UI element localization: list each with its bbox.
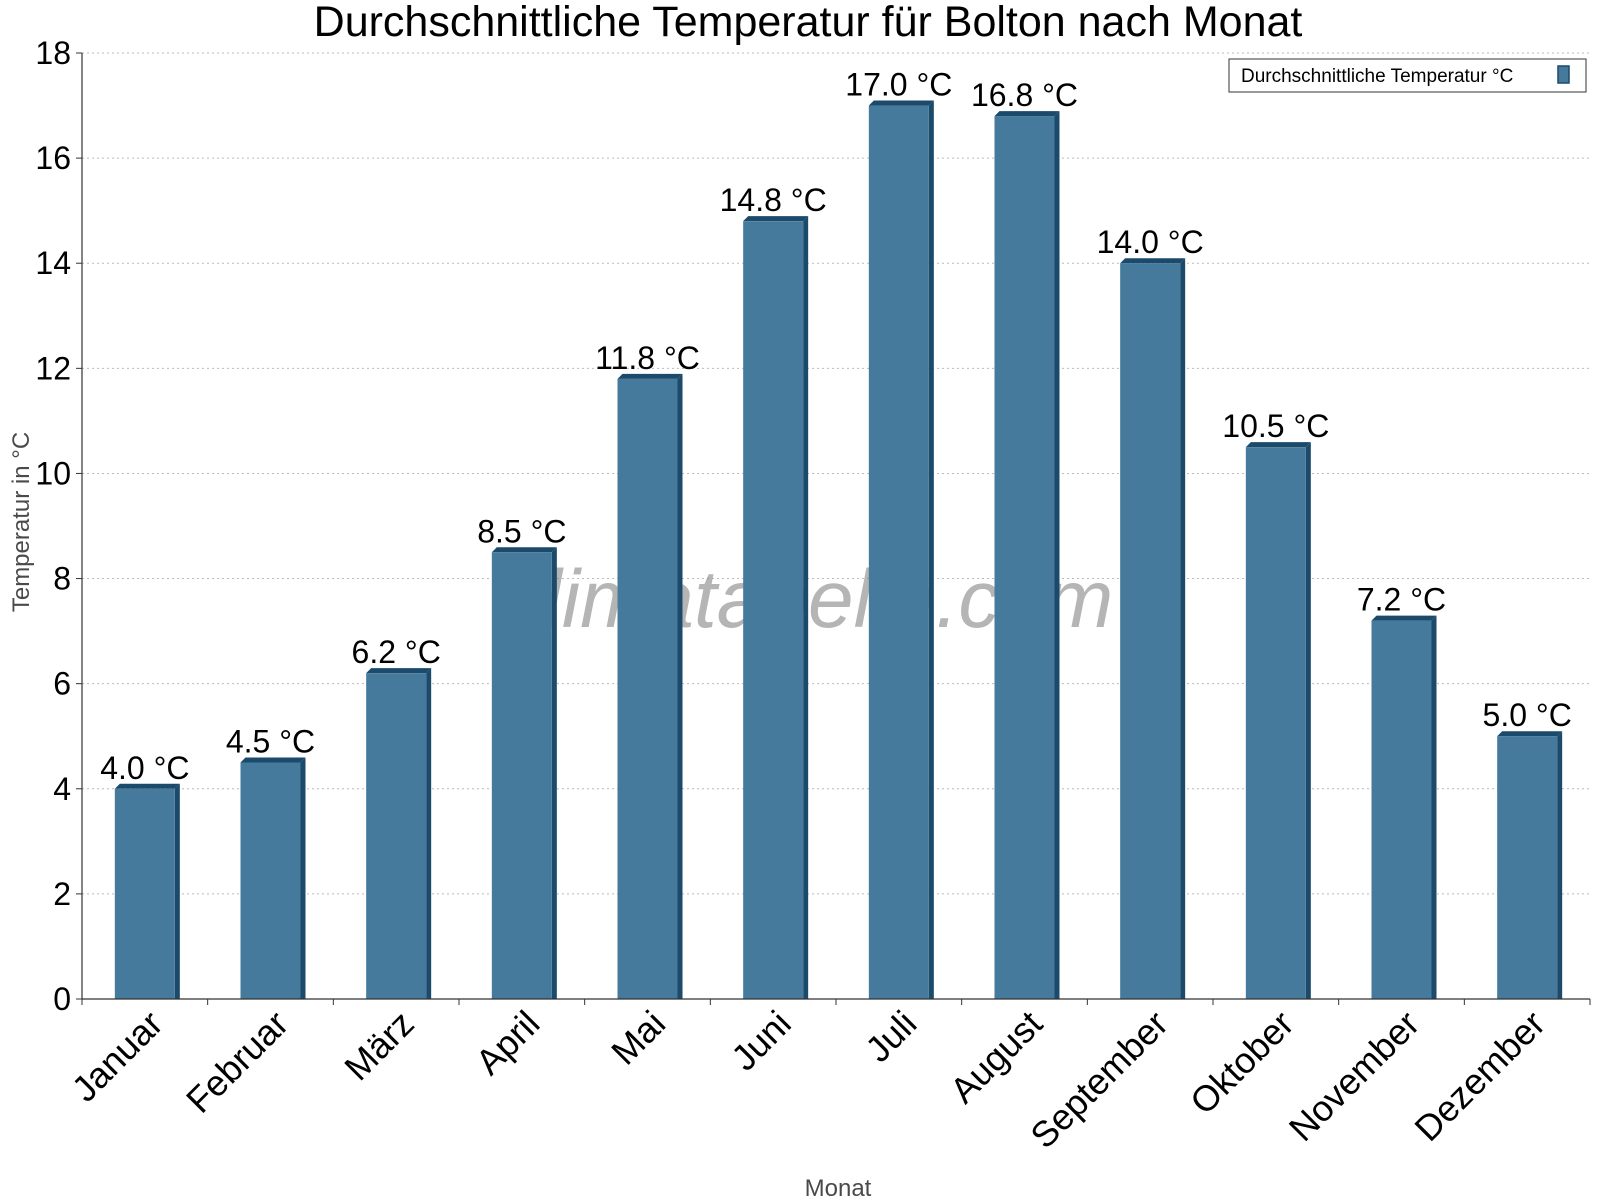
bar-top	[617, 373, 683, 379]
bar	[868, 105, 929, 1000]
bar-top	[366, 668, 432, 674]
bars	[114, 100, 1563, 1000]
bar	[1497, 736, 1558, 999]
bar-top	[1245, 442, 1311, 448]
data-label: 14.0 °C	[1097, 224, 1204, 260]
y-tick-label: 6	[53, 666, 71, 702]
bar-side	[551, 547, 557, 999]
data-label: 5.0 °C	[1483, 697, 1572, 733]
x-category-label: September	[1022, 1003, 1176, 1157]
y-tick-label: 18	[35, 35, 71, 71]
bar	[240, 762, 301, 999]
data-label: 14.8 °C	[720, 182, 827, 218]
legend-label: Durchschnittliche Temperatur °C	[1241, 66, 1513, 87]
x-category-label: Juni	[723, 1003, 799, 1079]
x-category-label: Dezember	[1406, 1003, 1552, 1149]
data-label: 7.2 °C	[1357, 582, 1446, 618]
x-category-label: August	[942, 1003, 1050, 1111]
bar-top	[743, 216, 809, 222]
data-label: 6.2 °C	[352, 634, 441, 670]
y-tick-label: 10	[35, 455, 71, 491]
y-tick-label: 16	[35, 140, 71, 176]
x-category-label: Januar	[64, 1003, 171, 1110]
bar-side	[677, 373, 683, 999]
bar-top	[1120, 258, 1186, 264]
bar-side	[1180, 258, 1186, 999]
bar-top	[1371, 615, 1437, 621]
bar-top	[240, 757, 306, 763]
bar-side	[803, 216, 809, 999]
bar-side	[174, 783, 180, 999]
bar	[491, 552, 552, 999]
legend-swatch	[1557, 65, 1570, 84]
y-tick-label: 12	[35, 350, 71, 386]
data-label: 10.5 °C	[1222, 408, 1329, 444]
bar-side	[1305, 442, 1311, 1000]
bar-top	[994, 111, 1060, 117]
data-labels: 4.0 °C 4.5 °C 6.2 °C 8.5 °C 11.8 °C 14.8 °C 17…	[100, 67, 1572, 786]
legend-box	[1228, 58, 1587, 93]
y-tick-label: 0	[53, 981, 71, 1017]
bar-side	[300, 757, 306, 999]
bar	[114, 788, 175, 999]
x-category-label: Mai	[603, 1003, 673, 1073]
data-label: 4.5 °C	[226, 724, 315, 760]
bar	[617, 378, 678, 999]
bar-side	[928, 100, 934, 1000]
y-tick-label: 2	[53, 876, 71, 912]
x-category-label: Oktober	[1182, 1003, 1302, 1123]
y-axis-title: Temperatur in °C	[8, 432, 35, 612]
x-category-label: Juli	[857, 1003, 924, 1070]
bar-top	[1497, 731, 1563, 737]
bar-side	[1431, 615, 1437, 999]
gridlines	[82, 52, 1590, 895]
bar	[743, 221, 804, 999]
chart-title: Durchschnittliche Temperatur für Bolton …	[314, 0, 1303, 46]
bar-top	[868, 100, 934, 106]
legend: Durchschnittliche Temperatur °C	[1228, 58, 1587, 93]
x-category-label: November	[1281, 1003, 1427, 1149]
bar-top	[114, 783, 180, 789]
x-category-label: Februar	[178, 1003, 296, 1121]
data-label: 8.5 °C	[477, 513, 566, 549]
bar	[366, 673, 427, 999]
data-label: 11.8 °C	[595, 340, 700, 376]
bar	[1245, 447, 1306, 1000]
y-tick-label: 8	[53, 561, 71, 597]
bar	[1371, 620, 1432, 999]
y-tick-label: 4	[53, 771, 71, 807]
x-category-label: April	[468, 1003, 548, 1083]
bar	[994, 116, 1055, 1000]
bar	[1120, 263, 1181, 999]
x-axis-title: Monat	[805, 1175, 872, 1200]
x-category-label: März	[336, 1003, 422, 1089]
bar-side	[426, 668, 432, 999]
bar-top	[491, 547, 557, 553]
y-tick-label: 14	[35, 245, 71, 281]
data-label: 17.0 °C	[845, 67, 952, 103]
bar-side	[1054, 111, 1060, 1000]
bar-side	[1557, 731, 1563, 999]
data-label: 4.0 °C	[100, 750, 189, 786]
data-label: 16.8 °C	[971, 77, 1078, 113]
